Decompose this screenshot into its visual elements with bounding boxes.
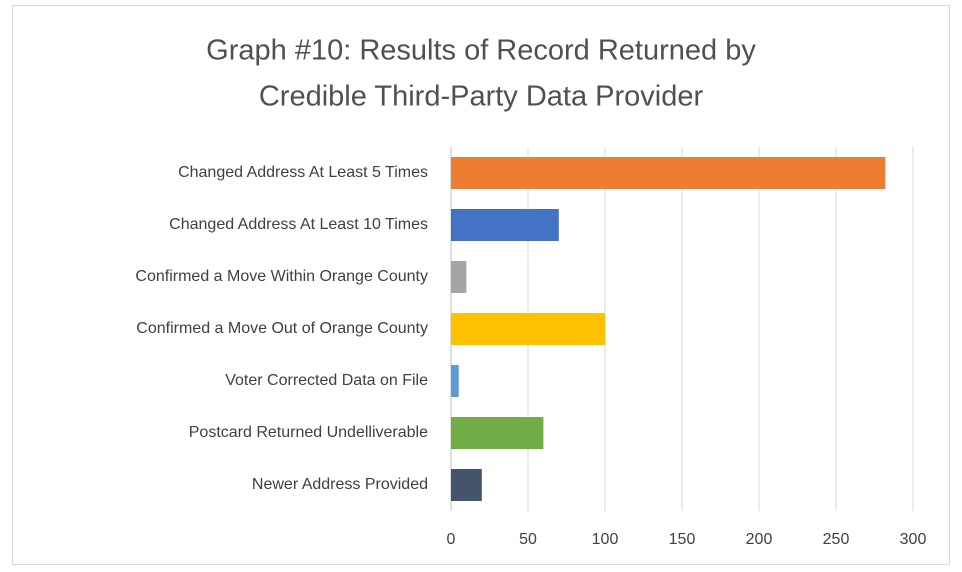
bar [451, 365, 459, 397]
chart-title: Credible Third-Party Data Provider [259, 81, 704, 113]
y-tick-label: Postcard Returned Undelliverable [189, 424, 428, 441]
y-tick-label: Confirmed a Move Out of Orange County [136, 320, 428, 337]
y-tick-label: Newer Address Provided [252, 476, 428, 493]
bar [451, 417, 544, 449]
x-tick-label: 250 [823, 531, 850, 548]
y-tick-label: Confirmed a Move Within Orange County [135, 268, 428, 285]
x-tick-label: 300 [900, 531, 927, 548]
bar [451, 209, 559, 241]
y-tick-label: Voter Corrected Data on File [225, 372, 428, 389]
x-tick-label: 0 [447, 531, 456, 548]
x-tick-label: 200 [746, 531, 773, 548]
x-tick-label: 150 [669, 531, 696, 548]
bar [451, 157, 886, 189]
chart-title: Graph #10: Results of Record Returned by [206, 35, 756, 67]
x-tick-label: 50 [519, 531, 537, 548]
y-tick-label: Changed Address At Least 5 Times [178, 164, 428, 181]
bar [451, 261, 467, 293]
x-tick-label: 100 [592, 531, 619, 548]
bar [451, 469, 482, 501]
y-tick-label: Changed Address At Least 10 Times [169, 216, 428, 233]
bar [451, 313, 605, 345]
